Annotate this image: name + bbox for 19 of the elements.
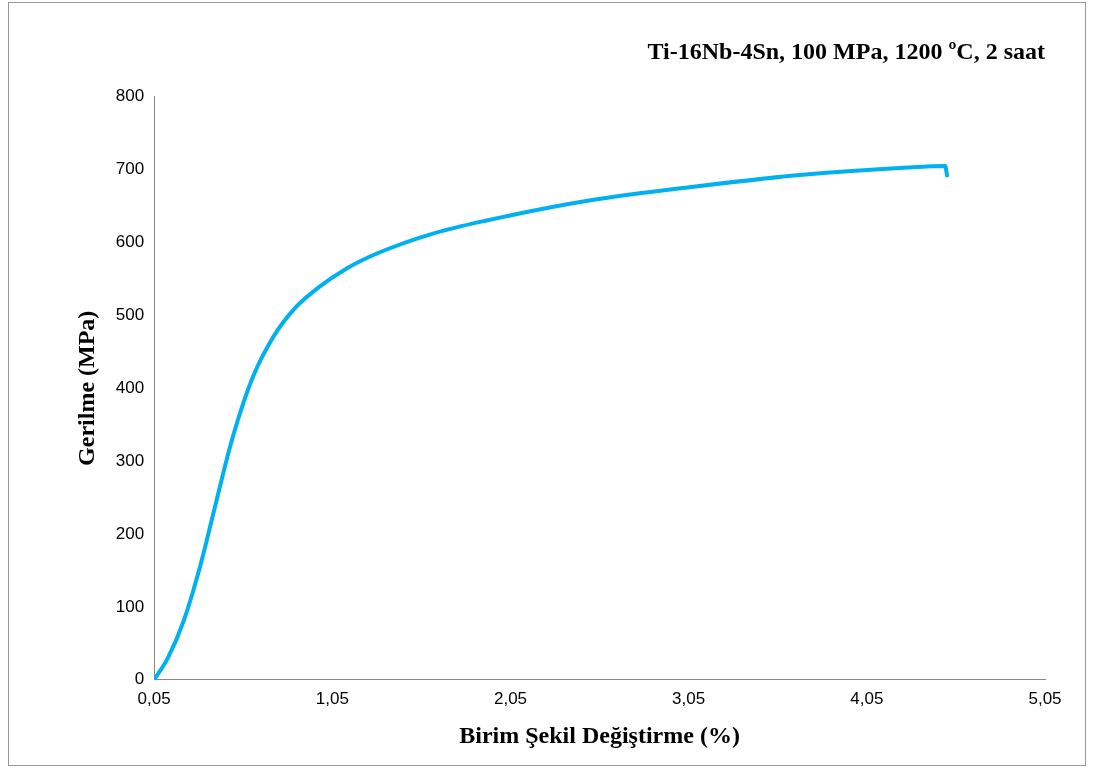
chart-title: Ti-16Nb-4Sn, 100 MPa, 1200 ºC, 2 saat bbox=[647, 37, 1046, 64]
y-tick-label: 600 bbox=[115, 232, 145, 252]
y-tick-label: 200 bbox=[115, 523, 145, 543]
line-series bbox=[154, 164, 950, 680]
x-axis-title: Birim Şekil Değiştirme (%) bbox=[459, 721, 740, 748]
x-tick-label: 2,05 bbox=[493, 688, 528, 708]
y-tick-label: 0 bbox=[134, 669, 145, 689]
x-tick-label: 0,05 bbox=[137, 688, 171, 708]
y-tick-label: 700 bbox=[115, 159, 145, 179]
y-tick-label: 400 bbox=[115, 377, 145, 397]
y-tick-label: 100 bbox=[115, 596, 145, 616]
x-tick-label: 1,05 bbox=[315, 688, 349, 708]
x-tick-label: 3,05 bbox=[672, 688, 706, 708]
y-axis-title: Gerilme (MPa) bbox=[72, 310, 99, 466]
y-tick-label: 300 bbox=[115, 450, 145, 470]
x-tick-label: 4,05 bbox=[850, 688, 884, 708]
x-tick-label: 5,05 bbox=[1028, 688, 1062, 708]
y-tick-label: 500 bbox=[115, 305, 145, 325]
y-tick-label: 800 bbox=[115, 86, 145, 106]
